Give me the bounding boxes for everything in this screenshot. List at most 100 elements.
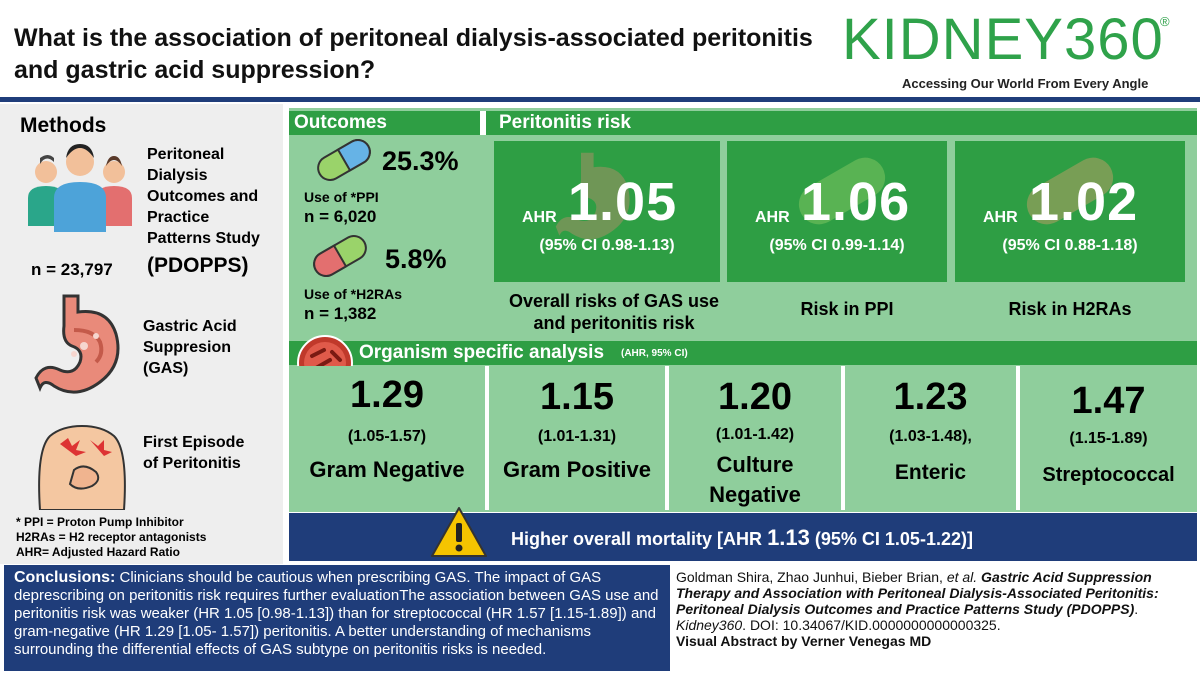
column-divider [841, 366, 845, 510]
footnote-h2ras: H2RAs = H2 receptor antagonists [16, 530, 207, 544]
page-title: What is the association of peritoneal di… [14, 24, 813, 84]
organism-value: 1.23 [893, 376, 968, 418]
organism-value: 1.29 [350, 374, 424, 416]
conclusions-label: Conclusions: [14, 569, 116, 586]
footnotes: * PPI = Proton Pump Inhibitor H2RAs = H2… [16, 515, 206, 560]
citation-sep: . [1134, 601, 1139, 617]
organism-subtitle: (AHR, 95% CI) [621, 348, 688, 359]
footnote-ahr: AHR= Adjusted Hazard Ratio [16, 545, 180, 559]
ppi-percent: 25.3% [382, 146, 459, 176]
kidney360-logo: KIDNEY360 ® Accessing Our World From Eve… [842, 6, 1182, 96]
card-ci: (95% CI 0.88-1.18) [1002, 237, 1138, 254]
column-divider [1016, 366, 1020, 510]
header: What is the association of peritoneal di… [0, 0, 1200, 97]
conclusions-box: Conclusions: Clinicians should be cautio… [4, 565, 670, 671]
card-ahr-value: 1.06 [801, 172, 911, 232]
study-abbreviation: (PDOPPS) [147, 254, 249, 277]
risk-caption-ppi: Risk in PPI [800, 299, 894, 319]
risk-caption-overall: Overall risks of GAS use and peritonitis… [508, 291, 720, 333]
organism-header: Organism specific analysis (AHR, 95% CI) [289, 341, 1197, 365]
logo-wordmark: KIDNEY360 [842, 7, 1164, 72]
stomach-icon [34, 294, 120, 394]
card-ahr-value: 1.02 [1029, 172, 1139, 232]
outcomes-header: Outcomes Peritonitis risk [289, 111, 1197, 135]
citation-doi: . DOI: 10.34067/KID.0000000000000325. [742, 617, 1001, 633]
header-divider [0, 97, 1200, 102]
column-divider [665, 366, 669, 510]
risk-card-overall: AHR 1.05 (95% CI 0.98-1.13) [494, 141, 720, 282]
citation-journal: Kidney360 [676, 617, 743, 633]
gas-label: Gastric Acid Suppresion (GAS) [143, 316, 237, 379]
risk-title: Peritonitis risk [499, 112, 631, 133]
gas-line: Gastric Acid [143, 318, 237, 335]
organism-ci: (1.05-1.57) [347, 428, 427, 445]
organism-ci: (1.01-1.31) [537, 428, 617, 445]
mortality-text: Higher overall mortality [AHR 1.13 (95% … [511, 525, 973, 551]
organism-ci: (1.03-1.48), [889, 428, 972, 445]
study-name: Peritoneal Dialysis Outcomes and Practic… [147, 144, 260, 249]
methods-panel: Methods Peritoneal Dialysis Outcomes and… [0, 104, 283, 564]
h2-n: n = 1,382 [304, 304, 377, 323]
organism-name: Gram Positive [503, 457, 651, 482]
card-ahr-label: AHR [983, 209, 1018, 226]
cohort-size: n = 23,797 [31, 260, 113, 279]
mortality-suffix: (95% CI 1.05-1.22)] [809, 529, 973, 549]
risk-card-h2ras: AHR 1.02 (95% CI 0.88-1.18) [955, 141, 1185, 282]
card-ci: (95% CI 0.99-1.14) [769, 237, 905, 254]
card-ahr-label: AHR [522, 209, 557, 226]
ppi-n: n = 6,020 [304, 207, 377, 226]
organism-value: 1.15 [540, 376, 614, 418]
study-line: Outcomes and [147, 188, 259, 205]
card-ahr-value: 1.05 [568, 172, 678, 232]
risk-card-ppi: AHR 1.06 (95% CI 0.99-1.14) [727, 141, 947, 282]
citation-etal: et al. [946, 569, 978, 585]
peritonitis-label: First Episode of Peritonitis [143, 432, 244, 474]
organism-culture-negative: 1.20 (1.01-1.42) Culture Negative [669, 366, 841, 510]
organism-name: Gram Negative [309, 457, 465, 482]
organism-value: 1.20 [718, 376, 792, 418]
card-ahr-label: AHR [755, 209, 790, 226]
stomach-icon [555, 152, 630, 240]
gas-line: (GAS) [143, 360, 189, 377]
logo-registered-mark: ® [1160, 14, 1170, 29]
ppi-label: Use of *PPI [304, 189, 379, 205]
card-ci: (95% CI 0.98-1.13) [539, 237, 675, 254]
pill-blue-icon [317, 139, 371, 181]
organism-name: Streptococcal [1042, 464, 1175, 486]
h2-percent: 5.8% [385, 244, 447, 274]
organism-ci: (1.15-1.89) [1069, 430, 1148, 447]
warning-icon [431, 507, 487, 557]
pill-red-icon [1026, 157, 1114, 225]
logo-tagline: Accessing Our World From Every Angle [902, 76, 1149, 91]
organism-name: Culture Negative [709, 452, 801, 507]
organism-ci: (1.01-1.42) [715, 426, 795, 443]
footnote-ppi: * PPI = Proton Pump Inhibitor [16, 515, 184, 529]
organism-name: Enteric [894, 461, 967, 484]
people-icon [28, 144, 132, 232]
citation-authors: Goldman Shira, Zhao Junhui, Bieber Brian… [676, 569, 947, 585]
peritonitis-line: First Episode [143, 434, 245, 451]
h2-label: Use of *H2RAs [304, 286, 403, 302]
mortality-banner: Higher overall mortality [AHR 1.13 (95% … [289, 507, 1197, 561]
column-divider [485, 366, 489, 510]
mortality-prefix: Higher overall mortality [AHR [511, 529, 768, 549]
gas-line: Suppresion [143, 339, 232, 356]
organism-enteric: 1.23 (1.03-1.48), Enteric [845, 366, 1016, 510]
pill-red-icon [313, 235, 367, 277]
citation-credit: Visual Abstract by Verner Venegas MD [676, 633, 932, 649]
pill-blue-icon [798, 157, 886, 225]
study-line: Practice [147, 209, 210, 226]
outcomes-title: Outcomes [294, 112, 387, 133]
organism-title: Organism specific analysis [359, 342, 605, 363]
risk-caption-h2ras: Risk in H2RAs [1008, 299, 1132, 319]
peritonitis-line: of Peritonitis [143, 455, 241, 472]
mortality-value: 1.13 [767, 525, 810, 550]
citation: Goldman Shira, Zhao Junhui, Bieber Brian… [676, 569, 1196, 649]
study-line: Dialysis [147, 167, 208, 184]
organism-gram-negative: 1.29 (1.05-1.57) Gram Negative [289, 366, 485, 510]
organism-streptococcal: 1.47 (1.15-1.89) Streptococcal [1020, 366, 1197, 510]
conclusions-text: Clinicians should be cautious when presc… [14, 569, 659, 658]
study-line: Patterns Study [147, 230, 260, 247]
organism-value: 1.47 [1071, 380, 1146, 422]
citation-title: Gastric Acid Suppression Therapy and Ass… [676, 569, 1159, 617]
